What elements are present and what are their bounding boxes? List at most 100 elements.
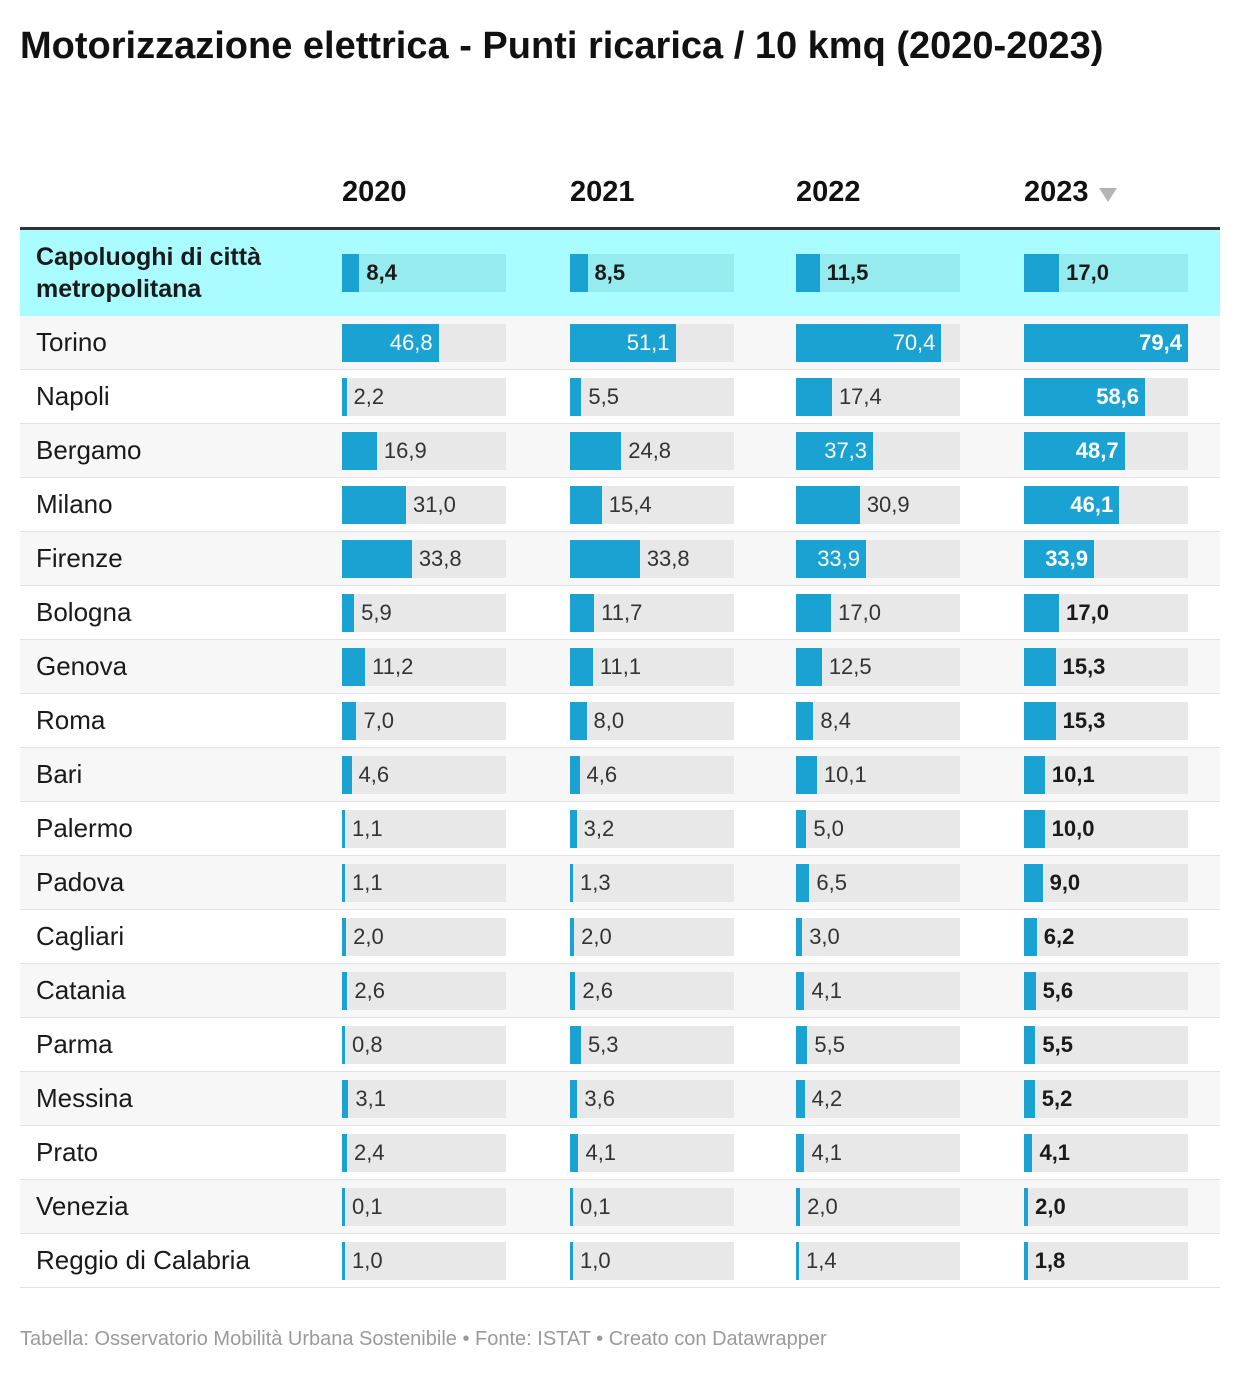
bar-track xyxy=(342,648,506,686)
column-header-2023[interactable]: 2023 xyxy=(1024,176,1117,209)
bar-mark xyxy=(342,432,377,470)
bar-mark xyxy=(342,254,360,292)
bar-track xyxy=(1024,810,1188,848)
bar-cell: 5,0 xyxy=(796,810,960,848)
data-label: 11,1 xyxy=(599,654,642,679)
data-label: 17,0 xyxy=(1066,260,1109,285)
bar-mark xyxy=(796,1026,808,1064)
bar-track xyxy=(570,1080,734,1118)
bar-mark xyxy=(796,432,874,470)
bar-mark xyxy=(796,1134,805,1172)
table-row: Cagliari 2,0 2,0 3,0 6,2 xyxy=(20,910,1220,964)
bar-mark xyxy=(570,810,577,848)
data-label: 17,0 xyxy=(1066,600,1109,625)
bar-cell: 24,8 xyxy=(570,432,734,470)
row-label: Palermo xyxy=(36,813,133,843)
data-label: 46,1 xyxy=(1070,492,1114,517)
bar-mark xyxy=(796,756,817,794)
bar-cell: 5,5 xyxy=(1024,1026,1188,1064)
bar-cell: 11,5 xyxy=(796,254,960,292)
sort-descending-icon[interactable] xyxy=(1098,187,1117,202)
bar-mark xyxy=(342,864,345,902)
bar-mark xyxy=(1024,1080,1035,1118)
bar-cell: 5,3 xyxy=(570,1026,734,1064)
bar-cell: 46,1 xyxy=(1024,486,1188,524)
column-header-2021[interactable]: 2021 xyxy=(570,176,635,209)
bar-mark xyxy=(570,324,676,362)
bar-mark xyxy=(342,1188,345,1226)
data-label: 4,6 xyxy=(586,762,618,787)
data-label: 5,6 xyxy=(1042,978,1074,1003)
bar-track xyxy=(570,702,734,740)
bar-cell: 11,7 xyxy=(570,594,734,632)
bar-cell: 1,1 xyxy=(342,864,506,902)
bar-cell: 4,1 xyxy=(796,972,960,1010)
bar-cell: 4,1 xyxy=(796,1134,960,1172)
data-label: 4,1 xyxy=(585,1140,617,1165)
bar-cell: 4,1 xyxy=(570,1134,734,1172)
bar-cell: 7,0 xyxy=(342,702,506,740)
bar-mark xyxy=(342,1134,347,1172)
table-row: Napoli 2,2 5,5 17,4 58,6 xyxy=(20,370,1220,424)
bar-cell: 48,7 xyxy=(1024,432,1188,470)
table-row: Genova 11,2 11,1 12,5 15,3 xyxy=(20,640,1220,694)
bar-cell: 8,0 xyxy=(570,702,734,740)
row-label: Reggio di Calabria xyxy=(36,1245,250,1275)
data-label: 9,0 xyxy=(1049,870,1081,895)
bar-mark xyxy=(796,972,805,1010)
bar-track xyxy=(1024,756,1188,794)
data-label: 3,1 xyxy=(355,1086,386,1111)
row-label: Torino xyxy=(36,327,107,357)
data-label: 3,6 xyxy=(584,1086,616,1111)
bar-cell: 10,1 xyxy=(796,756,960,794)
bar-cell: 3,1 xyxy=(342,1080,506,1118)
bar-mark xyxy=(570,594,595,632)
row-label: Bari xyxy=(36,759,83,789)
bar-cell: 17,0 xyxy=(1024,594,1188,632)
bar-cell: 1,3 xyxy=(570,864,734,902)
bar-cell: 15,3 xyxy=(1024,702,1188,740)
bar-track xyxy=(796,810,960,848)
bar-mark xyxy=(1024,324,1188,362)
bar-cell: 2,0 xyxy=(570,918,734,956)
bar-mark xyxy=(570,432,622,470)
data-label: 10,0 xyxy=(1051,816,1095,841)
bar-cell: 17,4 xyxy=(796,378,960,416)
data-label: 17,4 xyxy=(838,384,882,409)
bar-mark xyxy=(1024,432,1125,470)
table-row: Bergamo 16,9 24,8 37,3 48,7 xyxy=(20,424,1220,478)
bar-cell: 46,8 xyxy=(342,324,506,362)
column-header-label: 2020 xyxy=(342,176,407,208)
column-header-2020[interactable]: 2020 xyxy=(342,176,407,209)
bar-track xyxy=(570,756,734,794)
data-label: 4,1 xyxy=(811,978,843,1003)
bar-mark xyxy=(1024,378,1146,416)
bar-mark xyxy=(796,378,832,416)
bar-track xyxy=(570,972,734,1010)
column-header-2022[interactable]: 2022 xyxy=(796,176,861,209)
data-label: 0,1 xyxy=(580,1194,611,1219)
data-label: 15,3 xyxy=(1062,654,1106,679)
bar-mark xyxy=(570,1188,573,1226)
bar-track xyxy=(570,1242,734,1280)
data-label: 5,2 xyxy=(1041,1086,1073,1111)
data-label: 0,1 xyxy=(352,1194,383,1219)
bar-track xyxy=(796,918,960,956)
bar-cell: 1,4 xyxy=(796,1242,960,1280)
bar-track xyxy=(796,1242,960,1280)
bar-track xyxy=(342,1242,506,1280)
bar-cell: 2,6 xyxy=(570,972,734,1010)
bar-track xyxy=(796,972,960,1010)
bar-mark xyxy=(1024,702,1056,740)
bar-cell: 2,0 xyxy=(342,918,506,956)
table-row: Parma 0,8 5,3 5,5 5,5 xyxy=(20,1018,1220,1072)
bar-cell: 10,1 xyxy=(1024,756,1188,794)
bar-mark xyxy=(570,1134,579,1172)
bar-cell: 30,9 xyxy=(796,486,960,524)
data-label: 1,8 xyxy=(1034,1248,1066,1273)
chart-title: Motorizzazione elettrica - Punti ricaric… xyxy=(20,25,1104,67)
bar-mark xyxy=(570,254,588,292)
bar-mark xyxy=(570,918,575,956)
bar-mark xyxy=(1024,756,1045,794)
row-label: Prato xyxy=(36,1137,99,1167)
